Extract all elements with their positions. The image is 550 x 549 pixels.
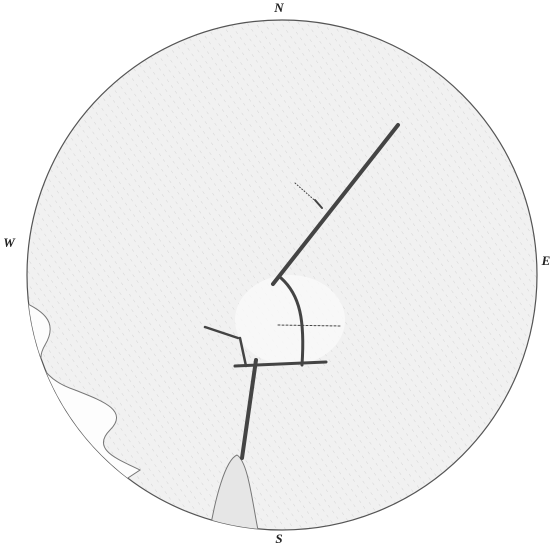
east-label: E <box>541 253 550 268</box>
trench <box>203 325 240 340</box>
south-label: S <box>275 531 282 546</box>
central-area <box>235 275 345 365</box>
trench <box>240 358 258 460</box>
trench-trace <box>277 324 341 327</box>
trench <box>279 276 305 367</box>
compass: N E S W <box>3 0 550 546</box>
spoil-heap <box>209 454 259 530</box>
trench <box>233 360 328 368</box>
trench <box>238 336 248 368</box>
trench-trace <box>294 182 321 206</box>
trench <box>271 123 400 286</box>
north-label: N <box>273 0 284 15</box>
mound-plan <box>26 19 538 531</box>
trenches <box>203 123 400 460</box>
west-label: W <box>3 235 16 250</box>
